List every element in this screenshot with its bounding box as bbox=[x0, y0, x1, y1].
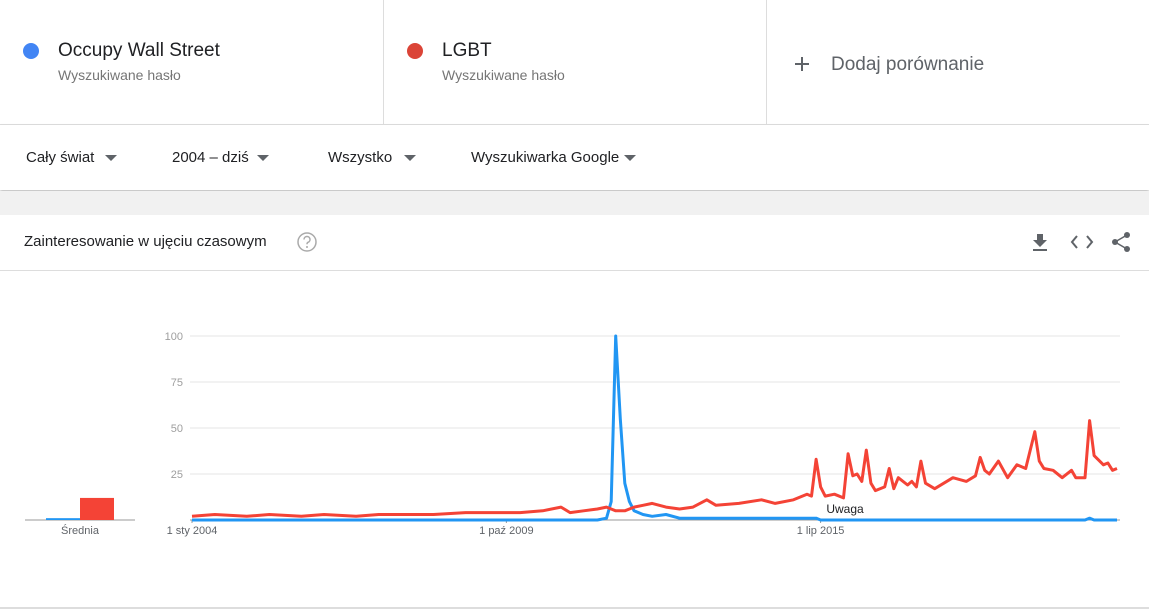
term-subtitle: Wyszukiwane hasło bbox=[442, 67, 565, 83]
series-line bbox=[191, 419, 1118, 518]
add-comparison[interactable]: Dodaj porównanie bbox=[767, 0, 1149, 125]
plus-icon bbox=[795, 57, 809, 71]
x-tick-label: 1 sty 2004 bbox=[167, 525, 218, 537]
filter[interactable]: Cały świat bbox=[26, 149, 95, 166]
filter[interactable]: Wyszukiwarka Google bbox=[471, 149, 620, 166]
panel-title: Zainteresowanie w ujęciu czasowym bbox=[24, 233, 267, 250]
term-dot bbox=[407, 43, 423, 59]
chart: Średnia 25 50 75 100 1 sty 2004 1 paź 2009 1 li… bbox=[25, 331, 1120, 537]
header: Occupy Wall Street Wyszukiwane hasło LGB… bbox=[0, 0, 1149, 125]
x-tick-label: Średnia bbox=[61, 524, 100, 537]
separator bbox=[0, 191, 1149, 215]
average-bar bbox=[46, 518, 80, 520]
term-name: LGBT bbox=[442, 40, 492, 61]
filter[interactable]: 2004 – dziś bbox=[172, 149, 249, 166]
y-tick-label: 75 bbox=[171, 377, 183, 389]
term-card[interactable]: Occupy Wall Street Wyszukiwane hasło bbox=[0, 0, 384, 125]
divider bbox=[0, 607, 1149, 609]
x-tick-label: 1 paź 2009 bbox=[479, 525, 533, 537]
annotation: Uwaga bbox=[826, 502, 864, 516]
average-bar bbox=[80, 497, 114, 520]
term-subtitle: Wyszukiwane hasło bbox=[58, 67, 181, 83]
y-tick-label: 100 bbox=[165, 331, 183, 343]
embed-icon[interactable] bbox=[1070, 232, 1094, 252]
y-tick-label: 25 bbox=[171, 469, 183, 481]
download-icon[interactable] bbox=[1030, 232, 1054, 252]
term-dot bbox=[23, 43, 39, 59]
y-tick-label: 50 bbox=[171, 423, 183, 435]
term-name: Occupy Wall Street bbox=[58, 40, 220, 61]
filter[interactable]: Wszystko bbox=[328, 149, 393, 166]
term-card[interactable]: LGBT Wyszukiwane hasło bbox=[384, 0, 767, 125]
help-icon[interactable] bbox=[296, 231, 318, 253]
filter-bar bbox=[0, 125, 1149, 190]
x-tick-label: 1 lip 2015 bbox=[797, 525, 845, 537]
series-line bbox=[192, 334, 1117, 522]
add-label: Dodaj porównanie bbox=[831, 54, 985, 75]
dropdown-arrows bbox=[105, 155, 636, 161]
share-icon[interactable] bbox=[1110, 231, 1134, 253]
divider bbox=[0, 270, 1149, 271]
